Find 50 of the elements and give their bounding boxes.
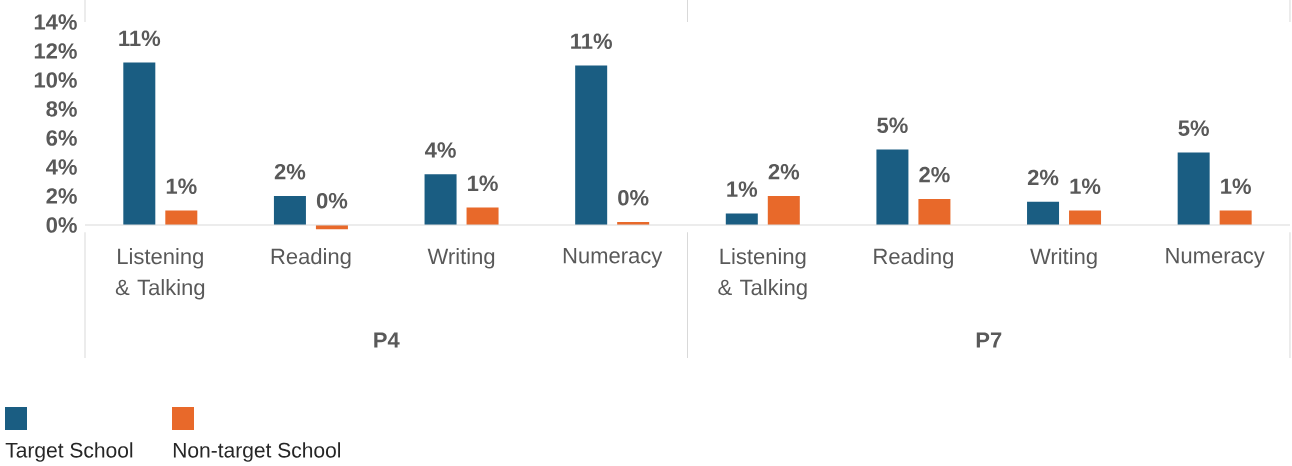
y-tick-label: 0% [46,217,77,233]
x-tick-label: Writing [1030,248,1097,269]
text: P4 [374,332,400,348]
data-label: 0% [618,189,649,206]
data-label: 2% [274,163,306,180]
y-tick-label: 12% [34,43,77,59]
bar [918,198,951,225]
bar [123,62,156,225]
y-tick-label: 6% [46,130,77,146]
bar [1177,152,1210,225]
data-label: 5% [1178,120,1209,136]
x-tick-label: Listening & Talking [115,248,205,300]
data-label: 4% [424,142,456,158]
bar [1027,201,1060,225]
bar [767,196,800,225]
data-label: 2% [768,163,800,180]
bar [876,149,909,225]
data-label: 1% [1070,178,1101,194]
y-tick-label: 14% [34,14,77,30]
legend-label: Target School [5,442,133,462]
data-label: 0% [316,192,348,209]
x-tick-label: Numeracy [563,248,663,268]
bar [725,213,758,225]
x-tick-label: Listening & Talking [718,248,807,300]
x-tick-label: Reading [271,248,351,269]
x-tick-label: Reading [874,248,953,269]
bar [466,207,499,225]
data-label: 2% [919,166,950,183]
y-tick-label: 8% [46,101,77,117]
data-label: 11% [119,30,161,47]
bar [424,174,457,225]
bar [273,196,306,225]
bar [1219,210,1252,225]
x-tick-label: Numeracy [1166,248,1265,268]
bar [165,210,198,225]
legend-label: Non-target School [173,442,341,462]
data-label: 1% [727,181,758,197]
bar [1069,210,1102,225]
data-label: 11% [571,33,612,49]
data-label: 2% [1027,169,1059,186]
data-label: 1% [468,175,498,192]
y-tick-label: 2% [46,188,77,204]
data-label: 1% [166,178,197,194]
data-label: 5% [877,117,908,134]
data-label: 1% [1221,178,1251,194]
y-tick-label: 4% [46,159,77,175]
y-tick-label: 10% [34,72,77,88]
x-tick-label: Writing [427,248,495,269]
bar [575,65,608,225]
text: P7 [976,332,1002,348]
